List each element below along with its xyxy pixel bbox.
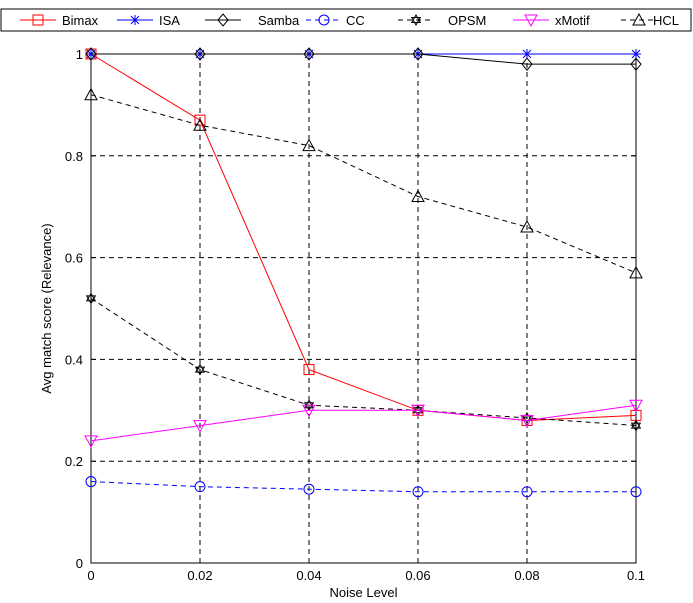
series-xmotif (84, 399, 643, 448)
series-bimax (85, 48, 642, 426)
series-line-opsm (90, 297, 637, 427)
point-cc (521, 486, 533, 498)
point-samba (521, 57, 533, 71)
point-samba (194, 47, 206, 61)
legend-entry-opsm: OPSM (398, 13, 486, 28)
series-line-cc (90, 481, 636, 493)
point-opsm (85, 292, 97, 305)
grid-layer (91, 54, 636, 563)
point-samba (630, 57, 642, 71)
point-samba (303, 47, 315, 61)
legend-marker-bimax (32, 14, 44, 26)
point-opsm (630, 419, 642, 432)
legend-entry-isa: ISA (117, 13, 180, 28)
legend-label-samba: Samba (258, 13, 300, 28)
legend-label-bimax: Bimax (62, 13, 99, 28)
x-tick-label: 0.08 (514, 568, 539, 583)
series-cc (85, 476, 642, 498)
point-bimax (194, 114, 206, 126)
y-tick-label: 0.4 (65, 352, 83, 367)
point-cc (630, 486, 642, 498)
legend-entry-bimax: Bimax (20, 13, 99, 28)
point-xmotif (411, 404, 425, 418)
plot-frame (90, 53, 637, 564)
y-tick-label: 0 (76, 556, 83, 571)
legend-marker-xmotif (524, 14, 538, 28)
point-xmotif (84, 435, 98, 448)
legend-label-hcl: HCL (653, 13, 679, 28)
series-hcl (84, 87, 643, 279)
x-tick-label: 0.02 (187, 568, 212, 583)
y-tick-label: 0.6 (65, 251, 83, 266)
legend-entry-hcl: HCL (621, 12, 679, 28)
series-line-samba (91, 53, 636, 65)
legend-marker-samba (217, 13, 229, 27)
point-opsm (194, 363, 206, 376)
legend-marker-opsm (410, 13, 422, 27)
y-axis-label: Avg match score (Relevance) (39, 223, 54, 393)
ticks-layer: 0 0.02 0.04 0.06 0.08 0.1 0 0.2 0.4 0.6 0.8 1 (65, 47, 645, 583)
point-bimax (303, 364, 315, 376)
point-hcl (84, 87, 98, 101)
legend-label-isa: ISA (159, 13, 180, 28)
y-tick-label: 0.2 (65, 454, 83, 469)
legend-marker-cc (318, 14, 330, 26)
series-layer (84, 47, 643, 498)
point-cc (303, 483, 315, 495)
point-samba (412, 47, 424, 61)
y-tick-label: 1 (76, 47, 83, 62)
series-line-hcl (90, 94, 637, 274)
point-xmotif (520, 414, 534, 428)
legend-marker-hcl (632, 12, 646, 26)
point-xmotif (193, 420, 207, 433)
legend-label-cc: CC (346, 13, 365, 28)
point-hcl (411, 189, 425, 203)
x-axis-label: Noise Level (330, 585, 398, 600)
legend-entry-cc: CC (306, 13, 365, 28)
point-samba (85, 47, 97, 61)
x-tick-label: 0.04 (296, 568, 321, 583)
point-cc (85, 476, 97, 488)
point-hcl (520, 220, 534, 233)
legend-entry-xmotif: xMotif (513, 13, 590, 28)
legend-label-opsm: OPSM (448, 13, 486, 28)
point-hcl (302, 138, 316, 152)
series-line-bimax (90, 53, 637, 421)
series-line-xmotif (90, 404, 637, 442)
legend-marker-isa (130, 15, 140, 25)
y-tick-label: 0.8 (65, 149, 83, 164)
x-tick-label: 0.06 (405, 568, 430, 583)
series-samba (85, 47, 642, 71)
point-xmotif (302, 404, 316, 418)
point-isa (631, 49, 641, 59)
legend: Bimax ISA Samba CC OPSM xMotif HCL (0, 8, 692, 32)
point-opsm (303, 399, 315, 412)
point-hcl (629, 265, 643, 279)
point-cc (412, 486, 424, 498)
point-isa (522, 49, 532, 59)
point-cc (194, 481, 206, 493)
point-hcl (193, 118, 207, 131)
legend-box (0, 8, 692, 32)
x-tick-label: 0.1 (627, 568, 645, 583)
x-tick-label: 0 (87, 568, 94, 583)
legend-entry-samba: Samba (205, 13, 300, 28)
point-xmotif (629, 399, 643, 413)
legend-label-xmotif: xMotif (555, 13, 590, 28)
